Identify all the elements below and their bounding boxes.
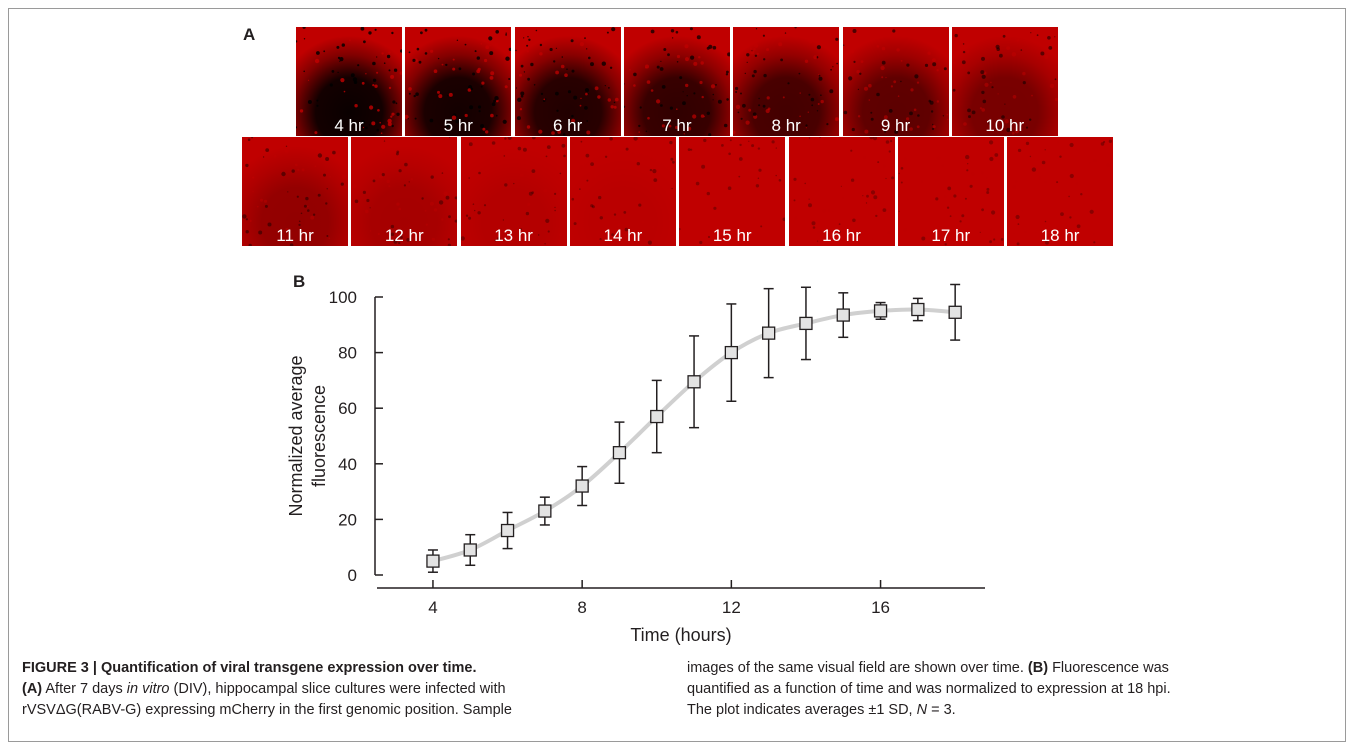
caption-column-left: FIGURE 3 | Quantification of viral trans… (22, 658, 662, 721)
time-label: 9 hr (880, 116, 911, 135)
caption-text: (A) (22, 681, 43, 697)
time-label: 7 hr (662, 116, 692, 135)
caption-column-right: images of the same visual field are show… (687, 658, 1337, 721)
data-point (836, 308, 850, 322)
caption-text: images of the same visual field are show… (687, 660, 1028, 676)
data-point (724, 345, 739, 360)
caption-text: in vitro (126, 681, 170, 697)
caption-line: The plot indicates averages ±1 SD, N = 3… (687, 700, 1337, 721)
y-tick-label: 80 (338, 344, 357, 363)
caption-text: (B) (1027, 660, 1049, 676)
time-label: 16 hr (822, 226, 861, 245)
time-label: 10 hr (985, 116, 1025, 135)
panel-a-letter: A (243, 25, 256, 44)
data-point (799, 316, 813, 331)
time-label: 8 hr (771, 116, 801, 135)
caption-text: The plot indicates averages ±1 SD, (687, 702, 917, 718)
data-point (948, 305, 962, 319)
time-label: 6 hr (552, 116, 583, 135)
timelapse-image: 7 hr (623, 27, 730, 136)
data-point (687, 375, 701, 389)
time-label: 12 hr (384, 226, 424, 245)
y-axis-label: fluorescence (309, 385, 329, 487)
time-label: 4 hr (334, 116, 364, 135)
caption-text: N (916, 702, 928, 718)
caption-line: rVSVΔG(RABV-G) expressing mCherry in the… (22, 700, 662, 721)
time-label: 15 hr (712, 226, 752, 245)
data-point (911, 302, 925, 317)
panel-b-letter: B (293, 272, 306, 291)
fluorescence-time-plot: 0 20 40 60 80 100 4 8 12 16 Time (hours) Normalized… (286, 283, 985, 645)
y-tick-label: 40 (338, 455, 357, 474)
data-point (500, 523, 515, 538)
y-tick-label: 0 (348, 566, 357, 585)
timelapse-image: 5 hr (405, 27, 512, 136)
timelapse-image: 4 hr (296, 27, 402, 136)
timelapse-image: 8 hr (733, 27, 840, 136)
caption-line: images of the same visual field are show… (687, 658, 1337, 679)
x-tick-label: 16 (871, 598, 890, 617)
caption-text: = 3. (927, 702, 956, 718)
y-tick-label: 100 (329, 288, 357, 307)
figure-frame (8, 8, 1346, 742)
x-tick-label: 4 (428, 598, 437, 617)
figure-title: FIGURE 3 | Quantification of viral trans… (22, 660, 477, 676)
x-axis-label: Time (hours) (630, 625, 731, 645)
caption-line: (A) After 7 days in vitro (DIV), hippoca… (22, 679, 662, 700)
timelapse-image: 17 hr (897, 137, 1004, 246)
timelapse-image: 15 hr (679, 137, 786, 246)
y-tick-label: 60 (338, 399, 357, 418)
timelapse-image: 11 hr (242, 137, 348, 246)
x-tick-label: 12 (722, 598, 741, 617)
caption-text: rVSVΔG(RABV-G) expressing mCherry in the… (22, 702, 512, 718)
caption-text: (DIV), hippocampal slice cultures were i… (169, 681, 506, 697)
time-label: 14 hr (603, 226, 643, 245)
timelapse-image: 9 hr (842, 27, 949, 136)
data-point (762, 326, 776, 340)
time-label: 18 hr (1040, 226, 1080, 245)
time-label: 13 hr (494, 226, 533, 245)
timelapse-image: 14 hr (569, 137, 676, 246)
timelapse-image: 18 hr (1007, 137, 1114, 246)
timelapse-image: 6 hr (514, 27, 621, 136)
caption-line: quantified as a function of time and was… (687, 679, 1337, 700)
data-point (650, 409, 664, 424)
y-axis-label: Normalized average (286, 355, 306, 516)
timelapse-image: 12 hr (351, 137, 458, 246)
caption-text: quantified as a function of time and was… (687, 681, 1171, 697)
time-label: 11 hr (276, 226, 314, 245)
data-point (426, 554, 440, 568)
data-point (463, 543, 477, 557)
data-point (873, 304, 888, 318)
caption-text: After 7 days (42, 681, 127, 697)
y-tick-label: 20 (338, 510, 357, 529)
data-point (575, 479, 589, 493)
data-point (612, 446, 627, 460)
timelapse-image: 16 hr (788, 137, 895, 246)
time-label: 5 hr (443, 116, 473, 135)
timelapse-image: 13 hr (460, 137, 567, 246)
data-point (538, 504, 552, 518)
x-tick-label: 8 (577, 598, 586, 617)
timelapse-image: 10 hr (951, 27, 1058, 136)
time-label: 17 hr (931, 226, 971, 245)
caption-text: Fluorescence was (1048, 660, 1169, 676)
